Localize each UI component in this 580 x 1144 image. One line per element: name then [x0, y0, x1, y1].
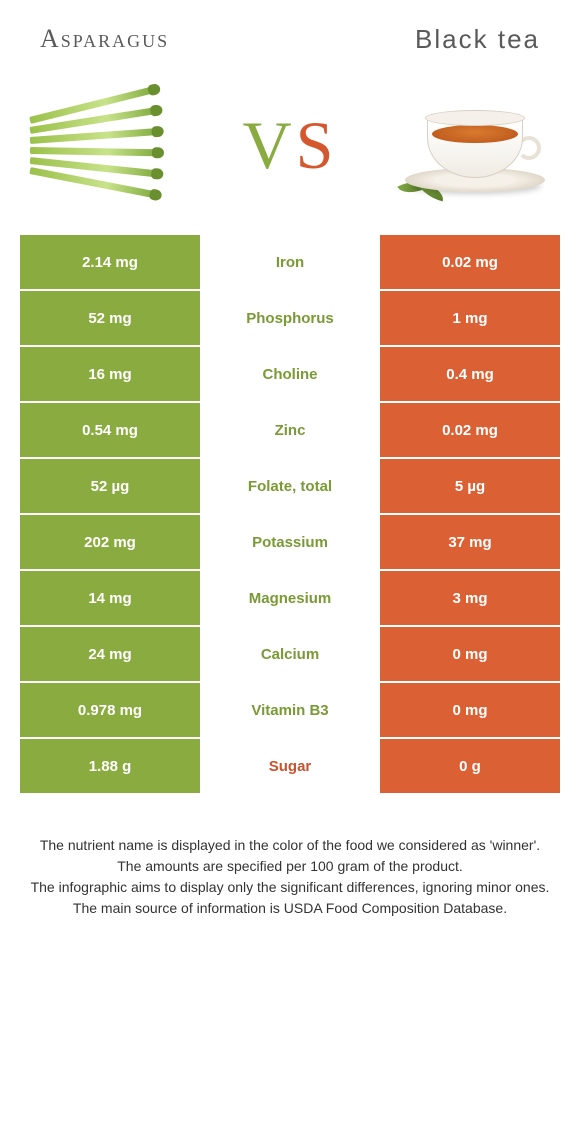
- table-row: 16 mgCholine0.4 mg: [20, 347, 560, 403]
- footnotes: The nutrient name is displayed in the co…: [30, 835, 550, 919]
- left-food-title: Asparagus: [40, 24, 169, 55]
- table-row: 24 mgCalcium0 mg: [20, 627, 560, 683]
- nutrient-name: Choline: [200, 347, 380, 401]
- nutrient-name: Magnesium: [200, 571, 380, 625]
- table-row: 1.88 gSugar0 g: [20, 739, 560, 795]
- left-value: 24 mg: [20, 627, 200, 681]
- nutrient-table: 2.14 mgIron0.02 mg52 mgPhosphorus1 mg16 …: [20, 235, 560, 795]
- right-value: 0 mg: [380, 627, 560, 681]
- table-row: 2.14 mgIron0.02 mg: [20, 235, 560, 291]
- footnote-line: The nutrient name is displayed in the co…: [30, 835, 550, 856]
- left-value: 14 mg: [20, 571, 200, 625]
- right-value: 0.02 mg: [380, 235, 560, 289]
- header: Asparagus Black tea: [0, 0, 580, 65]
- black-tea-image: [390, 85, 560, 205]
- right-food-title: Black tea: [415, 24, 540, 55]
- nutrient-name: Zinc: [200, 403, 380, 457]
- left-value: 16 mg: [20, 347, 200, 401]
- left-value: 52 mg: [20, 291, 200, 345]
- table-row: 202 mgPotassium37 mg: [20, 515, 560, 571]
- asparagus-image: [20, 85, 190, 205]
- footnote-line: The amounts are specified per 100 gram o…: [30, 856, 550, 877]
- table-row: 52 µgFolate, total5 µg: [20, 459, 560, 515]
- nutrient-name: Potassium: [200, 515, 380, 569]
- right-value: 5 µg: [380, 459, 560, 513]
- left-value: 202 mg: [20, 515, 200, 569]
- left-value: 0.978 mg: [20, 683, 200, 737]
- nutrient-name: Phosphorus: [200, 291, 380, 345]
- table-row: 14 mgMagnesium3 mg: [20, 571, 560, 627]
- table-row: 52 mgPhosphorus1 mg: [20, 291, 560, 347]
- right-value: 0.4 mg: [380, 347, 560, 401]
- vs-row: VS: [0, 65, 580, 235]
- vs-s: S: [296, 107, 338, 183]
- nutrient-name: Sugar: [200, 739, 380, 793]
- right-value: 0.02 mg: [380, 403, 560, 457]
- left-value: 2.14 mg: [20, 235, 200, 289]
- right-value: 37 mg: [380, 515, 560, 569]
- vs-v: V: [243, 107, 296, 183]
- table-row: 0.978 mgVitamin B30 mg: [20, 683, 560, 739]
- left-value: 52 µg: [20, 459, 200, 513]
- right-value: 0 g: [380, 739, 560, 793]
- footnote-line: The infographic aims to display only the…: [30, 877, 550, 898]
- nutrient-name: Iron: [200, 235, 380, 289]
- left-value: 0.54 mg: [20, 403, 200, 457]
- nutrient-name: Folate, total: [200, 459, 380, 513]
- footnote-line: The main source of information is USDA F…: [30, 898, 550, 919]
- nutrient-name: Calcium: [200, 627, 380, 681]
- nutrient-name: Vitamin B3: [200, 683, 380, 737]
- right-value: 3 mg: [380, 571, 560, 625]
- right-value: 0 mg: [380, 683, 560, 737]
- vs-label: VS: [243, 106, 338, 185]
- right-value: 1 mg: [380, 291, 560, 345]
- left-value: 1.88 g: [20, 739, 200, 793]
- table-row: 0.54 mgZinc0.02 mg: [20, 403, 560, 459]
